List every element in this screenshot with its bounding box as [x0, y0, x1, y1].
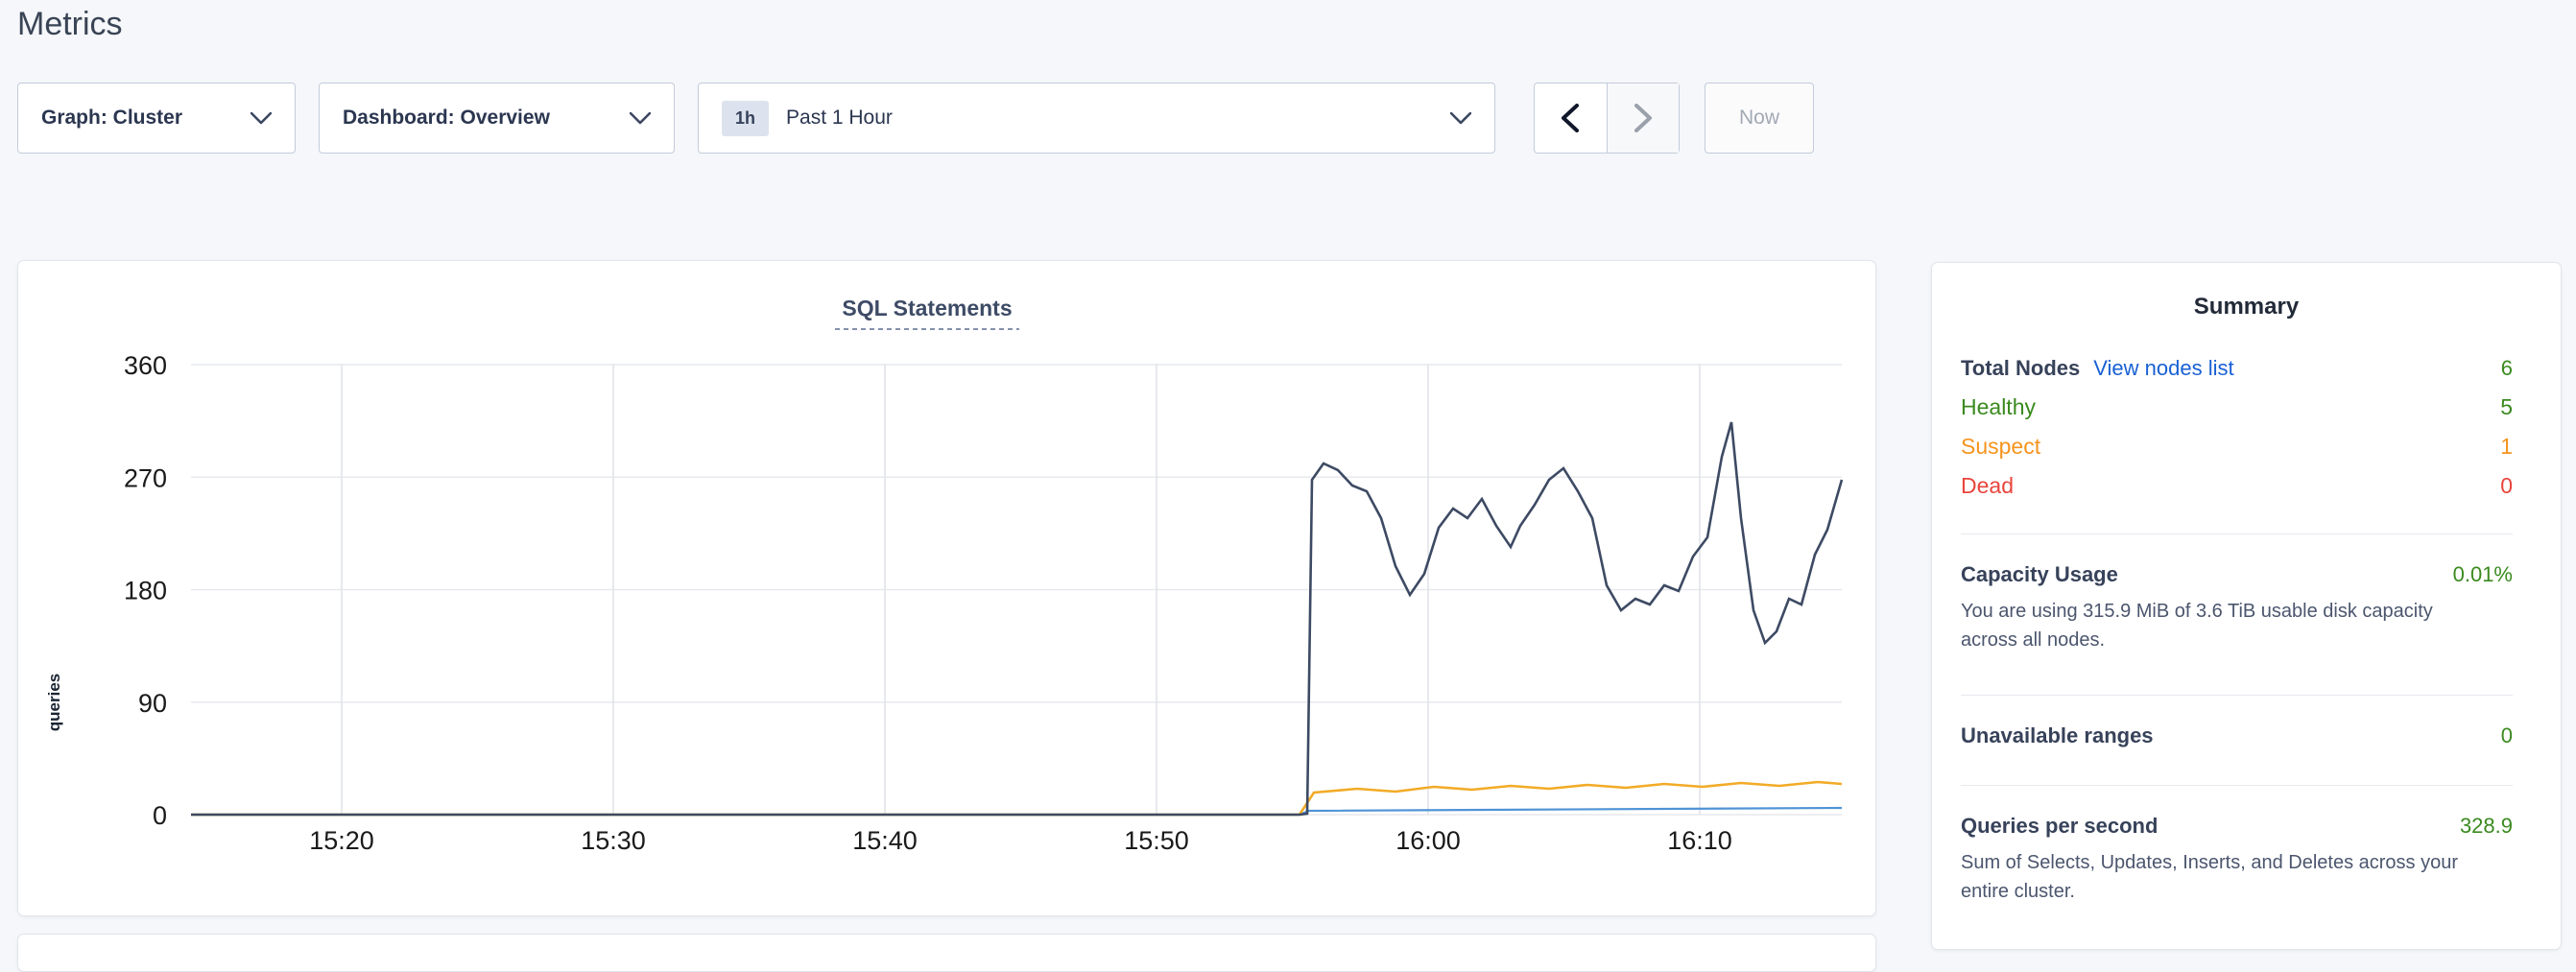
svg-text:16:10: 16:10	[1667, 826, 1732, 855]
svg-text:15:50: 15:50	[1124, 826, 1189, 855]
svg-text:360: 360	[124, 351, 167, 380]
svg-text:90: 90	[138, 689, 167, 718]
svg-text:270: 270	[124, 463, 167, 492]
svg-text:16:00: 16:00	[1395, 826, 1461, 855]
svg-text:0: 0	[153, 801, 167, 830]
svg-text:15:20: 15:20	[309, 826, 374, 855]
svg-text:15:40: 15:40	[852, 826, 918, 855]
svg-text:180: 180	[124, 577, 167, 605]
svg-text:15:30: 15:30	[581, 826, 646, 855]
